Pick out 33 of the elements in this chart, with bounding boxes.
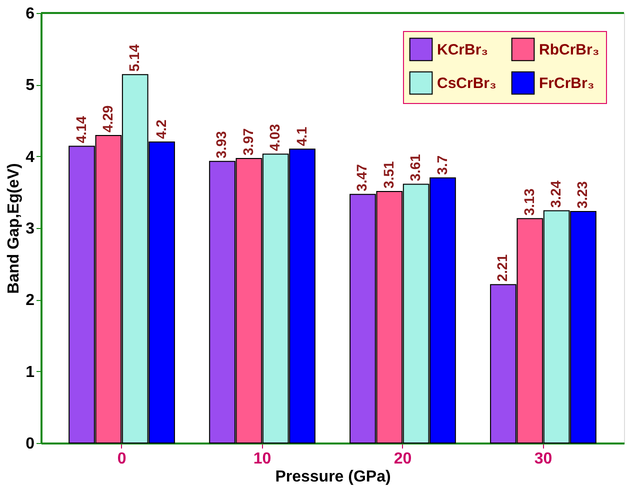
y-tick-label: 3 [26,220,35,238]
data-label: 4.2 [152,119,169,139]
data-label: 4.29 [99,105,116,133]
y-axis-title: Band Gap,Eg(eV) [6,163,23,294]
data-label: 3.93 [213,130,230,158]
y-tick-label: 5 [26,77,35,94]
y-tick-label: 0 [26,436,35,452]
y-tick-label: 6 [26,6,35,22]
x-tick-label: 20 [394,450,412,468]
legend-label: RbCrBr₃ [539,41,600,58]
data-label: 4.1 [293,126,310,146]
data-label: 3.7 [434,155,450,175]
legend-label: CsCrBr₃ [437,75,497,92]
data-label: 3.61 [407,154,424,182]
y-tick-label: 4 [26,148,35,166]
data-label: 3.23 [574,181,590,209]
data-label: 3.24 [548,180,564,208]
x-axis-title: Pressure (GPa) [275,468,391,486]
x-tick-label: 30 [534,450,552,468]
y-tick-label: 2 [26,292,35,310]
data-label: 4.14 [72,116,89,144]
data-label: 4.03 [266,124,283,152]
data-label: 3.47 [354,164,370,192]
data-label: 5.14 [126,44,142,72]
x-tick-label: 10 [253,450,272,468]
legend-label: FrCrBr₃ [539,75,594,92]
data-label: 3.97 [240,128,256,156]
y-tick-label: 1 [26,364,35,381]
data-label: 2.21 [494,254,510,282]
data-label: 3.13 [520,188,537,216]
legend-label: KCrBr₃ [437,41,488,58]
x-tick-label: 0 [117,450,126,468]
data-label: 3.51 [380,160,396,188]
